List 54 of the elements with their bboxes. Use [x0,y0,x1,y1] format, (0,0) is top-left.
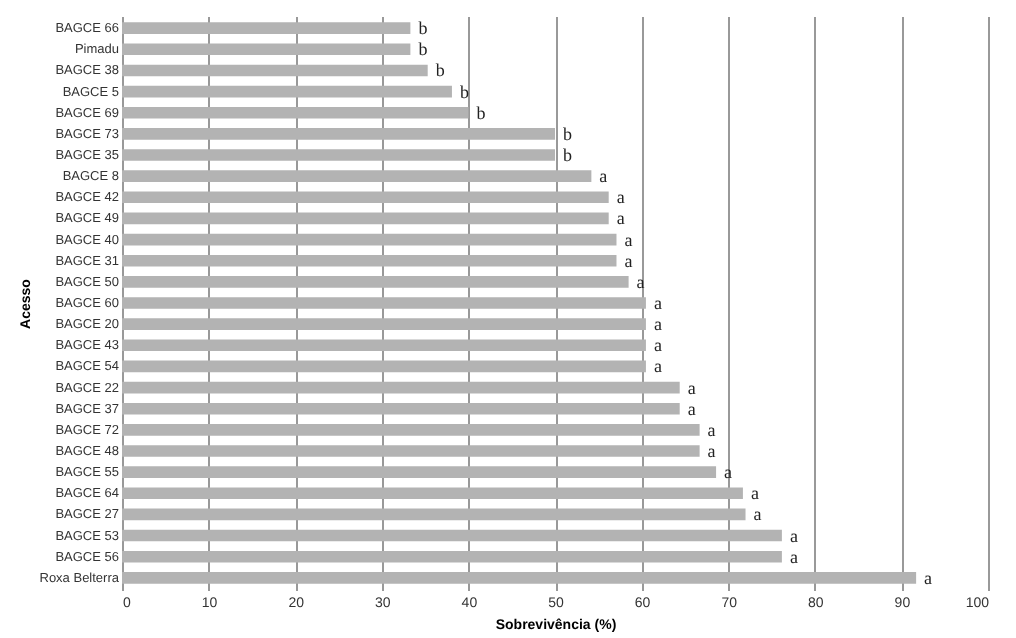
data-label: a [707,440,716,461]
data-label: a [924,567,933,588]
data-label: a [707,419,716,440]
bar [122,254,617,267]
bar [122,297,646,309]
bar [122,339,646,352]
data-label: a [616,208,625,229]
bar [122,424,700,436]
bar [122,64,428,77]
bar [122,212,609,225]
data-label: b [418,18,429,39]
data-label: a [624,250,633,271]
data-label: b [476,102,487,123]
data-label: b [563,123,573,144]
bar [122,402,680,415]
bar [122,529,782,542]
data-label: a [653,356,662,377]
bar [122,550,782,563]
bar [122,360,646,373]
data-label: a [789,525,798,546]
data-label: a [653,335,662,356]
data-label: b [418,39,429,60]
bar [122,128,555,140]
data-label: a [724,462,733,483]
data-label: a [750,483,759,504]
data-label: b [459,81,470,102]
bar [122,149,555,161]
bar [122,466,717,478]
data-label: a [789,546,798,567]
bar [122,85,452,98]
bar [122,318,646,330]
data-label: a [687,398,696,419]
bar [122,508,746,521]
data-label: a [636,271,645,292]
data-label: b [435,60,446,81]
bar [122,22,411,34]
data-label: a [653,293,662,313]
data-label: a [687,377,696,398]
data-label: a [624,229,633,250]
data-label: a [653,314,662,335]
bar [122,572,917,584]
bar [122,445,700,457]
bar [122,381,680,394]
bar [122,43,411,56]
bar [122,233,617,246]
data-label: a [616,187,625,208]
bar [122,191,609,204]
bar [122,170,592,182]
bar [122,487,743,500]
data-label: a [753,504,762,525]
bar [122,276,629,288]
data-label: b [563,145,573,166]
bar [122,106,469,119]
data-label: a [599,166,608,187]
